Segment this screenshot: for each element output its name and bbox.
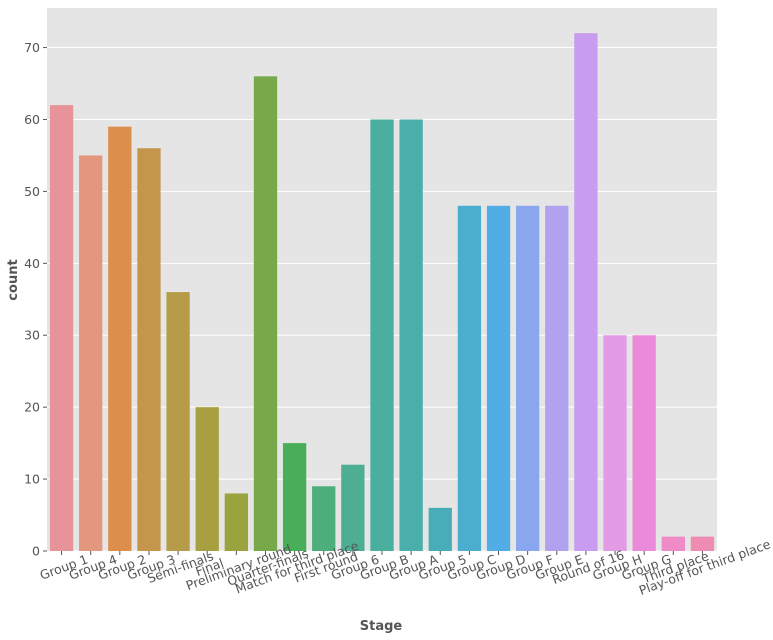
y-tick-label: 70	[24, 40, 40, 55]
bar	[370, 119, 394, 552]
bar	[224, 493, 248, 551]
bar	[79, 155, 103, 552]
bar	[312, 486, 336, 551]
bar	[516, 205, 540, 551]
y-tick-label: 20	[24, 400, 40, 415]
y-tick-label: 10	[24, 472, 40, 487]
bar	[574, 33, 598, 552]
bar	[486, 205, 511, 551]
bar	[661, 536, 685, 551]
bar	[545, 205, 569, 551]
bars	[49, 33, 715, 552]
bar	[632, 335, 656, 551]
bar	[399, 119, 423, 552]
y-tick-label: 40	[24, 256, 40, 271]
bar	[428, 507, 452, 551]
y-axis-title: count	[6, 259, 21, 300]
bar	[49, 105, 74, 551]
bar	[108, 126, 132, 551]
bar	[690, 536, 715, 551]
bar	[457, 205, 482, 551]
y-tick-label: 60	[24, 112, 40, 127]
x-axis-title: Stage	[360, 619, 403, 634]
y-tick-label: 0	[32, 544, 40, 559]
y-tick-label: 30	[24, 328, 40, 343]
y-tick-label: 50	[24, 184, 40, 199]
bar	[282, 443, 307, 551]
bar	[253, 76, 278, 552]
bar	[341, 464, 365, 551]
bar	[195, 407, 219, 551]
bar	[603, 335, 627, 551]
y-axis-ticks: 0 10 20 30 40 50 60 70	[24, 40, 47, 559]
bar	[137, 148, 161, 551]
bar	[166, 292, 190, 551]
